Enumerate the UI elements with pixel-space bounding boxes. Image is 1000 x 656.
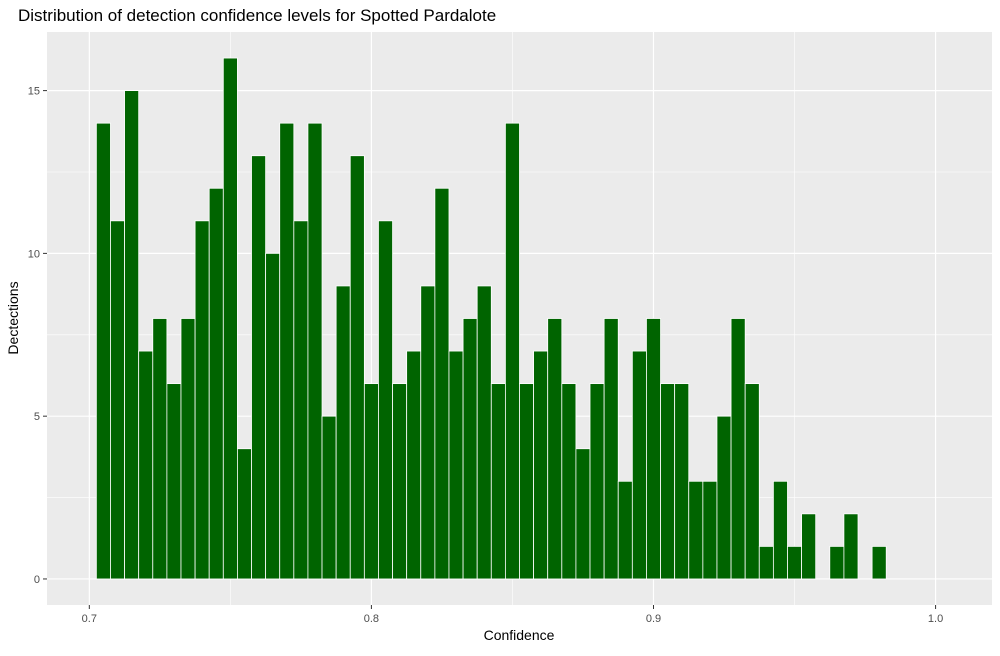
- histogram-bar: [843, 513, 859, 580]
- histogram-bar: [504, 122, 520, 580]
- histogram-bar: [378, 220, 393, 580]
- histogram-bar: [222, 57, 238, 580]
- histogram-bar: [617, 480, 633, 580]
- chart-title: Distribution of detection confidence lev…: [18, 6, 496, 25]
- x-axis-ticks: 0.7 0.8 0.9 1.0: [82, 605, 943, 625]
- histogram-bar: [519, 383, 535, 580]
- histogram-bar: [716, 415, 732, 580]
- histogram-bar: [279, 122, 295, 580]
- histogram-bar: [321, 415, 337, 580]
- histogram-bar: [124, 90, 140, 580]
- histogram-bar: [688, 480, 704, 580]
- histogram-bar: [547, 318, 563, 580]
- histogram-bar: [152, 318, 168, 580]
- histogram-bar: [561, 383, 577, 580]
- histogram-bar: [448, 350, 464, 580]
- histogram-bar: [180, 318, 196, 580]
- histogram-bar: [335, 285, 351, 580]
- histogram-bar: [871, 545, 887, 580]
- histogram-bar: [434, 187, 450, 580]
- histogram-bar: [392, 383, 408, 580]
- histogram-bar: [744, 383, 760, 580]
- histogram-bar: [110, 220, 125, 580]
- histogram-bar: [307, 122, 323, 580]
- histogram-bar: [646, 318, 661, 580]
- x-tick-label: 0.7: [82, 613, 97, 625]
- histogram-bar: [490, 383, 506, 580]
- histogram-bar: [631, 350, 647, 580]
- histogram-bar: [787, 545, 802, 580]
- histogram-bar: [363, 383, 379, 580]
- histogram-bar: [702, 480, 718, 580]
- y-tick-label: 15: [28, 86, 40, 98]
- histogram-bars: [95, 57, 887, 580]
- histogram-bar: [758, 545, 774, 580]
- histogram-bar: [265, 252, 281, 580]
- histogram-bar: [251, 155, 267, 580]
- histogram-bar: [138, 350, 154, 580]
- x-tick-label: 0.9: [646, 613, 661, 625]
- histogram-bar: [208, 187, 224, 580]
- histogram-bar: [674, 383, 690, 580]
- y-tick-label: 5: [34, 411, 40, 423]
- y-axis-ticks: 0 5 10 15: [28, 86, 47, 586]
- histogram-bar: [349, 155, 365, 580]
- x-axis-title: Confidence: [484, 627, 555, 643]
- histogram-bar: [406, 350, 422, 580]
- histogram-bar: [603, 318, 619, 580]
- x-tick-label: 1.0: [928, 613, 943, 625]
- y-tick-label: 10: [28, 248, 40, 260]
- histogram-bar: [237, 448, 252, 580]
- histogram-bar: [772, 480, 788, 580]
- histogram-bar: [660, 383, 676, 580]
- histogram-bar: [166, 383, 182, 580]
- histogram-bar: [533, 350, 549, 580]
- histogram-bar: [420, 285, 436, 580]
- histogram-bar: [589, 383, 605, 580]
- histogram-bar: [801, 513, 817, 580]
- y-axis-title: Dectections: [5, 281, 21, 354]
- histogram-bar: [476, 285, 492, 580]
- histogram-bar: [194, 220, 210, 580]
- histogram-bar: [730, 318, 746, 580]
- histogram-bar: [293, 220, 309, 580]
- histogram-bar: [462, 318, 478, 580]
- x-tick-label: 0.8: [364, 613, 379, 625]
- y-tick-label: 0: [34, 574, 40, 586]
- histogram-bar: [829, 545, 845, 580]
- histogram-bar: [95, 122, 111, 580]
- histogram-bar: [575, 448, 591, 580]
